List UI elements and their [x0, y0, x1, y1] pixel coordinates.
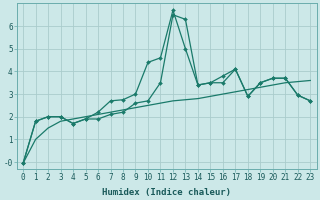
X-axis label: Humidex (Indice chaleur): Humidex (Indice chaleur) [102, 188, 231, 197]
